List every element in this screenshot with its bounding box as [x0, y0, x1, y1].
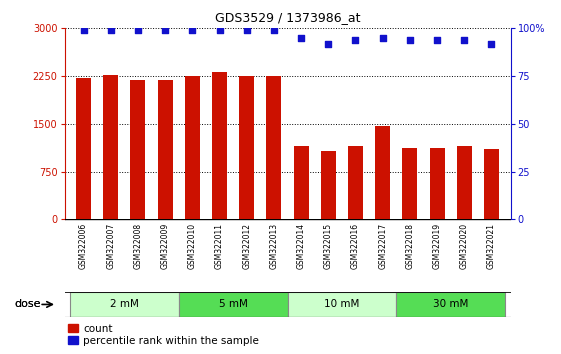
Text: 5 mM: 5 mM	[219, 299, 247, 309]
Bar	[70, 292, 179, 317]
Text: GSM322018: GSM322018	[406, 223, 415, 269]
Text: GSM322012: GSM322012	[242, 223, 251, 269]
Text: GSM322016: GSM322016	[351, 223, 360, 269]
Text: GSM322006: GSM322006	[79, 223, 88, 269]
Text: GSM322015: GSM322015	[324, 223, 333, 269]
Bar	[457, 146, 472, 219]
Bar	[239, 76, 254, 219]
Text: GSM322017: GSM322017	[378, 223, 387, 269]
Text: GSM322010: GSM322010	[188, 223, 197, 269]
Bar	[288, 292, 396, 317]
Point	[134, 27, 142, 33]
Bar	[103, 75, 118, 219]
Point	[351, 37, 360, 42]
Text: 2 mM: 2 mM	[110, 299, 139, 309]
Bar	[402, 148, 417, 219]
Bar	[430, 148, 444, 219]
Bar	[185, 76, 200, 219]
Text: dose: dose	[14, 299, 40, 309]
Point	[406, 37, 415, 42]
Point	[378, 35, 387, 41]
Text: GSM322019: GSM322019	[433, 223, 442, 269]
Legend: count, percentile rank within the sample: count, percentile rank within the sample	[68, 324, 259, 346]
Bar	[348, 145, 363, 219]
Point	[460, 37, 469, 42]
Bar	[321, 151, 336, 219]
Point	[269, 27, 278, 33]
Bar	[158, 80, 173, 219]
Bar	[266, 76, 282, 219]
Point	[242, 27, 251, 33]
Bar	[131, 80, 145, 219]
Point	[106, 27, 115, 33]
Point	[433, 37, 442, 42]
Point	[160, 27, 169, 33]
Text: GSM322020: GSM322020	[460, 223, 469, 269]
Bar	[396, 292, 505, 317]
Bar	[212, 72, 227, 219]
Bar	[76, 78, 91, 219]
Bar	[293, 146, 309, 219]
Title: GDS3529 / 1373986_at: GDS3529 / 1373986_at	[215, 11, 360, 24]
Point	[79, 27, 88, 33]
Text: GSM322013: GSM322013	[269, 223, 278, 269]
Text: GSM322007: GSM322007	[106, 223, 115, 269]
Bar	[484, 149, 499, 219]
Text: 30 mM: 30 mM	[433, 299, 468, 309]
Text: 10 mM: 10 mM	[324, 299, 360, 309]
Bar	[179, 292, 288, 317]
Text: GSM322014: GSM322014	[297, 223, 306, 269]
Point	[324, 41, 333, 46]
Point	[215, 27, 224, 33]
Bar	[375, 126, 390, 219]
Text: GSM322009: GSM322009	[160, 223, 169, 269]
Text: dose: dose	[14, 299, 40, 309]
Point	[297, 35, 306, 41]
Text: GSM322011: GSM322011	[215, 223, 224, 269]
Point	[188, 27, 197, 33]
Text: GSM322008: GSM322008	[134, 223, 142, 269]
Text: GSM322021: GSM322021	[487, 223, 496, 269]
Point	[487, 41, 496, 46]
